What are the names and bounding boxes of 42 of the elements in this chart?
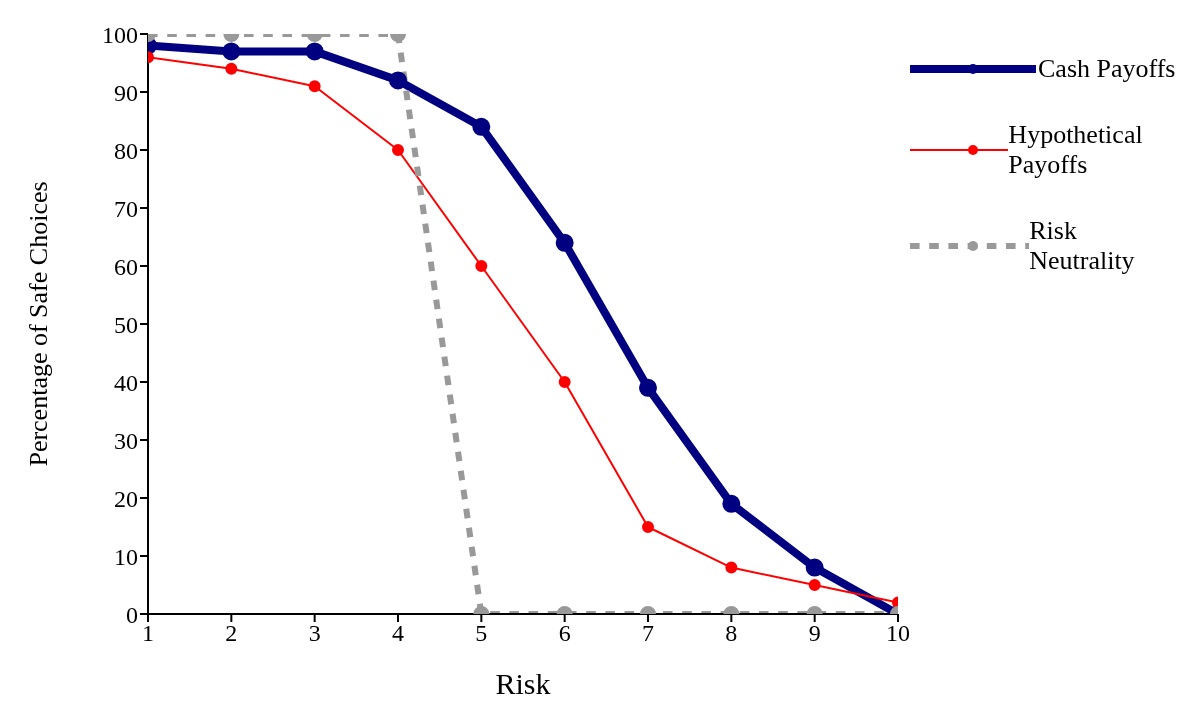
point [639, 378, 657, 397]
y-tick-label: 10 [114, 543, 138, 570]
x-tick-label: 10 [886, 620, 910, 647]
y-tick-label: 60 [114, 253, 138, 280]
x-tick-label: 7 [642, 620, 654, 647]
point [475, 260, 488, 272]
y-tick-label: 90 [114, 79, 138, 106]
x-axis-title: Risk [495, 667, 551, 700]
y-tick-label: 80 [114, 137, 138, 164]
legend-label: Risk Neutrality [1029, 216, 1136, 276]
point [392, 144, 404, 156]
point [725, 561, 738, 574]
y-tick-label: 40 [114, 369, 138, 396]
point [472, 117, 491, 136]
point [222, 42, 241, 61]
x-tick-label: 4 [392, 620, 404, 647]
x-tick-label: 9 [808, 620, 821, 647]
y-tick-label: 30 [114, 427, 138, 454]
point [555, 233, 574, 252]
point [722, 494, 741, 513]
point [808, 579, 821, 591]
point [389, 71, 407, 90]
y-tick-label: 50 [114, 311, 138, 338]
x-tick-label: 8 [725, 620, 738, 647]
point [305, 42, 324, 61]
y-tick-label: 20 [114, 485, 138, 512]
x-tick-label: 5 [475, 620, 488, 647]
point [642, 521, 654, 533]
y-tick-label: 70 [114, 195, 138, 222]
x-tick-label: 2 [225, 620, 238, 647]
legend-label: Hypothetical Payoffs [1008, 120, 1144, 180]
point [558, 376, 571, 388]
y-tick-label: 0 [126, 601, 138, 628]
y-tick-label: 100 [102, 21, 138, 48]
point [308, 80, 321, 93]
x-tick-label: 3 [308, 620, 321, 647]
legend-label: Cash Payoffs [1038, 54, 1176, 84]
y-axis-title: Percentage of Safe Choices [24, 181, 54, 467]
x-tick-label: 6 [558, 620, 571, 647]
x-tick-label: 1 [142, 620, 154, 647]
point [225, 62, 238, 75]
point [805, 558, 824, 577]
